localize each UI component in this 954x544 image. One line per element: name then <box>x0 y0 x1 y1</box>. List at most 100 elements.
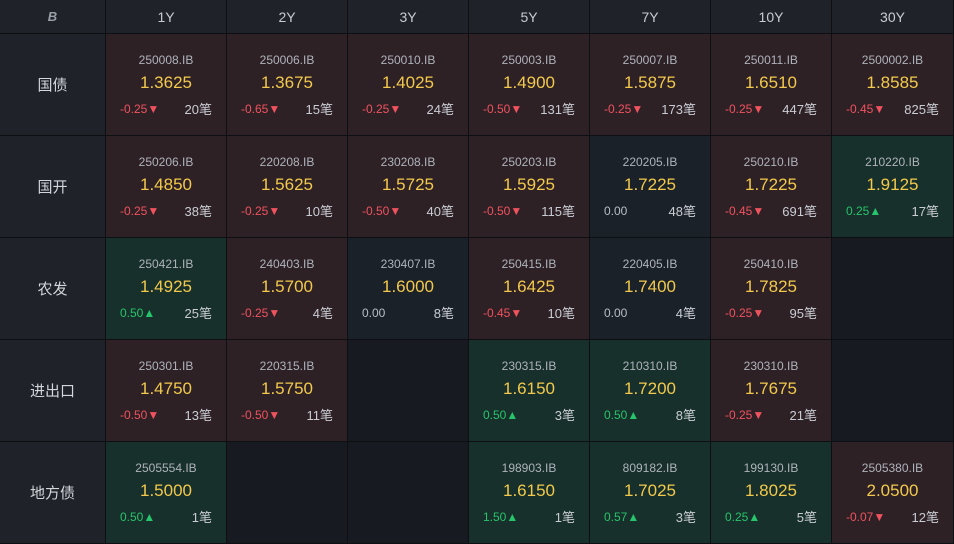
quote-cell[interactable]: 220315.IB 1.5750 -0.50▼ 11笔 <box>227 340 348 442</box>
trade-count: 11笔 <box>306 408 334 423</box>
yield-value: 1.4750 <box>140 379 192 398</box>
quote-cell[interactable]: 250008.IB 1.3625 -0.25▼ 20笔 <box>106 34 227 136</box>
bond-code: 250421.IB <box>138 257 194 271</box>
bond-code: 250010.IB <box>380 53 436 67</box>
empty-cell <box>832 238 954 340</box>
yield-change: 0.25▲ <box>846 203 882 218</box>
quote-cell[interactable]: 199130.IB 1.8025 0.25▲ 5笔 <box>711 442 832 544</box>
quote-meta: -0.50▼ 115笔 <box>469 201 589 220</box>
row-label[interactable]: 国债 <box>0 34 106 136</box>
tenor-header-5y[interactable]: 5Y <box>469 0 590 34</box>
tenor-header-1y[interactable]: 1Y <box>106 0 227 34</box>
yield-value: 1.7675 <box>745 379 797 398</box>
quote-meta: -0.50▼ 13笔 <box>106 405 226 424</box>
bond-code: 198903.IB <box>501 461 557 475</box>
quote-meta: 0.00 48笔 <box>590 201 710 220</box>
tenor-header-7y[interactable]: 7Y <box>590 0 711 34</box>
trade-count: 13笔 <box>184 408 212 423</box>
trade-count: 131笔 <box>540 102 575 117</box>
yield-change: 0.25▲ <box>725 509 761 524</box>
quote-meta: 0.00 4笔 <box>590 303 710 322</box>
bond-code: 230310.IB <box>743 359 799 373</box>
yield-value: 1.5625 <box>261 175 313 194</box>
quote-cell[interactable]: 198903.IB 1.6150 1.50▲ 1笔 <box>469 442 590 544</box>
trade-count: 3笔 <box>554 408 575 423</box>
yield-change: 0.00 <box>604 305 628 320</box>
trade-count: 1笔 <box>554 510 575 525</box>
row-label[interactable]: 进出口 <box>0 340 106 442</box>
trade-count: 825笔 <box>904 102 939 117</box>
quote-cell[interactable]: 220405.IB 1.7400 0.00 4笔 <box>590 238 711 340</box>
yield-value: 1.5725 <box>382 175 434 194</box>
trade-count: 1笔 <box>191 510 212 525</box>
tenor-header-30y[interactable]: 30Y <box>832 0 954 34</box>
yield-change: -0.50▼ <box>362 203 402 218</box>
quote-meta: -0.07▼ 12笔 <box>832 507 953 526</box>
quote-cell[interactable]: 250410.IB 1.7825 -0.25▼ 95笔 <box>711 238 832 340</box>
bond-code: 199130.IB <box>743 461 799 475</box>
row-label[interactable]: 国开 <box>0 136 106 238</box>
quote-cell[interactable]: 250301.IB 1.4750 -0.50▼ 13笔 <box>106 340 227 442</box>
quote-cell[interactable]: 250011.IB 1.6510 -0.25▼ 447笔 <box>711 34 832 136</box>
quote-cell[interactable]: 210310.IB 1.7200 0.50▲ 8笔 <box>590 340 711 442</box>
yield-value: 1.3675 <box>261 73 313 92</box>
quote-meta: -0.25▼ 10笔 <box>227 201 347 220</box>
row-label[interactable]: 地方债 <box>0 442 106 544</box>
bond-code: 250203.IB <box>501 155 557 169</box>
quote-cell[interactable]: 240403.IB 1.5700 -0.25▼ 4笔 <box>227 238 348 340</box>
bond-code: 250008.IB <box>138 53 194 67</box>
quote-cell[interactable]: 230315.IB 1.6150 0.50▲ 3笔 <box>469 340 590 442</box>
quote-cell[interactable]: 809182.IB 1.7025 0.57▲ 3笔 <box>590 442 711 544</box>
quote-meta: -0.50▼ 131笔 <box>469 99 589 118</box>
trade-count: 15笔 <box>305 102 333 117</box>
yield-value: 1.5000 <box>140 481 192 500</box>
trade-count: 447笔 <box>782 102 817 117</box>
tenor-header-10y[interactable]: 10Y <box>711 0 832 34</box>
quote-cell[interactable]: 250007.IB 1.5875 -0.25▼ 173笔 <box>590 34 711 136</box>
quote-cell[interactable]: 230407.IB 1.6000 0.00 8笔 <box>348 238 469 340</box>
quote-cell[interactable]: 250415.IB 1.6425 -0.45▼ 10笔 <box>469 238 590 340</box>
quote-cell[interactable]: 250206.IB 1.4850 -0.25▼ 38笔 <box>106 136 227 238</box>
quote-cell[interactable]: 230208.IB 1.5725 -0.50▼ 40笔 <box>348 136 469 238</box>
yield-change: -0.07▼ <box>846 509 886 524</box>
quote-cell[interactable]: 230310.IB 1.7675 -0.25▼ 21笔 <box>711 340 832 442</box>
yield-value: 1.4025 <box>382 73 434 92</box>
quote-cell[interactable]: 210220.IB 1.9125 0.25▲ 17笔 <box>832 136 954 238</box>
bond-code: 240403.IB <box>259 257 315 271</box>
bond-code: 250410.IB <box>743 257 799 271</box>
trade-count: 10笔 <box>547 306 575 321</box>
yield-change: -0.25▼ <box>120 203 160 218</box>
quote-cell[interactable]: 2505380.IB 2.0500 -0.07▼ 12笔 <box>832 442 954 544</box>
yield-value: 1.7400 <box>624 277 676 296</box>
quote-cell[interactable]: 220208.IB 1.5625 -0.25▼ 10笔 <box>227 136 348 238</box>
quote-cell[interactable]: 250421.IB 1.4925 0.50▲ 25笔 <box>106 238 227 340</box>
quote-cell[interactable]: 250210.IB 1.7225 -0.45▼ 691笔 <box>711 136 832 238</box>
yield-value: 1.5875 <box>624 73 676 92</box>
yield-change: -0.45▼ <box>483 305 523 320</box>
trade-count: 691笔 <box>782 204 817 219</box>
trade-count: 8笔 <box>675 408 696 423</box>
quote-cell[interactable]: 220205.IB 1.7225 0.00 48笔 <box>590 136 711 238</box>
yield-change: -0.45▼ <box>846 101 886 116</box>
quote-cell[interactable]: 250003.IB 1.4900 -0.50▼ 131笔 <box>469 34 590 136</box>
quote-cell[interactable]: 250010.IB 1.4025 -0.25▼ 24笔 <box>348 34 469 136</box>
quote-cell[interactable]: 250203.IB 1.5925 -0.50▼ 115笔 <box>469 136 590 238</box>
quote-cell[interactable]: 2500002.IB 1.8585 -0.45▼ 825笔 <box>832 34 954 136</box>
trade-count: 20笔 <box>184 102 212 117</box>
yield-change: -0.25▼ <box>241 305 281 320</box>
bond-code: 2505554.IB <box>135 461 197 475</box>
tenor-header-3y[interactable]: 3Y <box>348 0 469 34</box>
quote-meta: -0.45▼ 825笔 <box>832 99 953 118</box>
quote-meta: 0.50▲ 1笔 <box>106 507 226 526</box>
tenor-header-2y[interactable]: 2Y <box>227 0 348 34</box>
row-label[interactable]: 农发 <box>0 238 106 340</box>
empty-cell <box>348 340 469 442</box>
trade-count: 17笔 <box>911 204 939 219</box>
yield-change: 0.50▲ <box>483 407 519 422</box>
quote-cell[interactable]: 250006.IB 1.3675 -0.65▼ 15笔 <box>227 34 348 136</box>
bond-code: 220205.IB <box>622 155 678 169</box>
quote-cell[interactable]: 2505554.IB 1.5000 0.50▲ 1笔 <box>106 442 227 544</box>
trade-count: 21笔 <box>789 408 817 423</box>
bond-code: 250415.IB <box>501 257 557 271</box>
